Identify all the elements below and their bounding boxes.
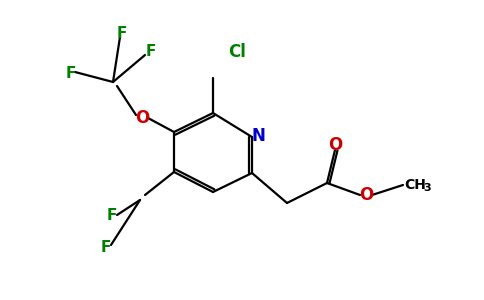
Text: F: F: [66, 65, 76, 80]
Text: O: O: [328, 136, 342, 154]
Text: F: F: [146, 44, 156, 59]
Text: CH: CH: [404, 178, 426, 192]
Text: F: F: [107, 208, 117, 224]
Text: Cl: Cl: [228, 43, 246, 61]
Text: F: F: [117, 26, 127, 41]
Text: N: N: [251, 127, 265, 145]
Text: 3: 3: [423, 183, 431, 193]
Text: F: F: [101, 241, 111, 256]
Text: O: O: [135, 109, 149, 127]
Text: O: O: [359, 186, 373, 204]
